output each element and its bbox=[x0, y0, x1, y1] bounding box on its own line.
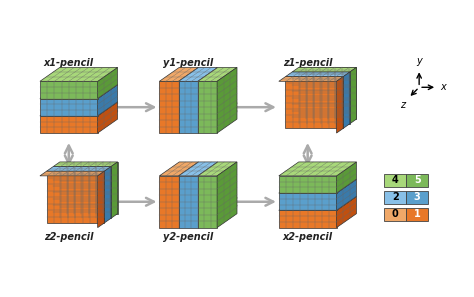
Polygon shape bbox=[46, 167, 111, 171]
Polygon shape bbox=[179, 176, 198, 228]
Polygon shape bbox=[46, 171, 104, 223]
Polygon shape bbox=[337, 196, 356, 228]
Text: y: y bbox=[416, 56, 422, 67]
Polygon shape bbox=[292, 67, 356, 72]
Bar bbox=[406, 208, 428, 221]
Polygon shape bbox=[198, 81, 217, 133]
Polygon shape bbox=[98, 67, 118, 99]
Bar bbox=[384, 174, 406, 187]
Polygon shape bbox=[40, 116, 98, 133]
Polygon shape bbox=[279, 210, 337, 228]
Text: z2-pencil: z2-pencil bbox=[44, 232, 93, 241]
Text: x1-pencil: x1-pencil bbox=[44, 59, 94, 68]
Polygon shape bbox=[159, 81, 179, 133]
Text: 4: 4 bbox=[392, 175, 399, 185]
Polygon shape bbox=[279, 196, 356, 210]
Polygon shape bbox=[279, 162, 356, 176]
Polygon shape bbox=[104, 167, 111, 223]
Polygon shape bbox=[350, 67, 356, 124]
Text: 0: 0 bbox=[392, 209, 399, 219]
Text: y2-pencil: y2-pencil bbox=[163, 232, 213, 241]
Polygon shape bbox=[40, 85, 118, 99]
Polygon shape bbox=[40, 99, 98, 116]
Polygon shape bbox=[98, 85, 118, 116]
Polygon shape bbox=[53, 167, 111, 218]
Polygon shape bbox=[111, 162, 118, 218]
Bar bbox=[384, 191, 406, 204]
Bar bbox=[406, 174, 428, 187]
Text: x2-pencil: x2-pencil bbox=[283, 232, 333, 241]
Polygon shape bbox=[179, 162, 218, 176]
Polygon shape bbox=[217, 67, 237, 133]
Polygon shape bbox=[285, 77, 343, 128]
Polygon shape bbox=[159, 67, 199, 81]
Polygon shape bbox=[198, 162, 237, 176]
Polygon shape bbox=[279, 77, 343, 81]
Text: z1-pencil: z1-pencil bbox=[283, 59, 332, 68]
Polygon shape bbox=[337, 162, 356, 193]
Polygon shape bbox=[343, 72, 350, 128]
Polygon shape bbox=[98, 102, 118, 133]
Polygon shape bbox=[337, 179, 356, 210]
Bar bbox=[384, 208, 406, 221]
Polygon shape bbox=[98, 171, 104, 228]
Text: x: x bbox=[440, 82, 446, 92]
Polygon shape bbox=[53, 162, 118, 167]
Polygon shape bbox=[179, 81, 198, 133]
Text: y1-pencil: y1-pencil bbox=[163, 59, 213, 68]
Polygon shape bbox=[198, 176, 217, 228]
Text: z: z bbox=[400, 100, 405, 110]
Text: 2: 2 bbox=[392, 192, 399, 202]
Bar bbox=[406, 191, 428, 204]
Polygon shape bbox=[198, 67, 237, 81]
Polygon shape bbox=[60, 162, 118, 214]
Polygon shape bbox=[179, 67, 218, 81]
Text: 3: 3 bbox=[414, 192, 420, 202]
Polygon shape bbox=[285, 72, 350, 77]
Polygon shape bbox=[299, 67, 356, 119]
Polygon shape bbox=[337, 77, 343, 133]
Polygon shape bbox=[279, 176, 337, 193]
Polygon shape bbox=[40, 102, 118, 116]
Polygon shape bbox=[40, 67, 118, 81]
Text: 1: 1 bbox=[414, 209, 420, 219]
Polygon shape bbox=[40, 171, 104, 176]
Text: 5: 5 bbox=[414, 175, 420, 185]
Polygon shape bbox=[292, 72, 350, 124]
Polygon shape bbox=[279, 179, 356, 193]
Polygon shape bbox=[279, 193, 337, 210]
Polygon shape bbox=[217, 162, 237, 228]
Polygon shape bbox=[40, 81, 98, 99]
Polygon shape bbox=[159, 162, 199, 176]
Polygon shape bbox=[159, 176, 179, 228]
